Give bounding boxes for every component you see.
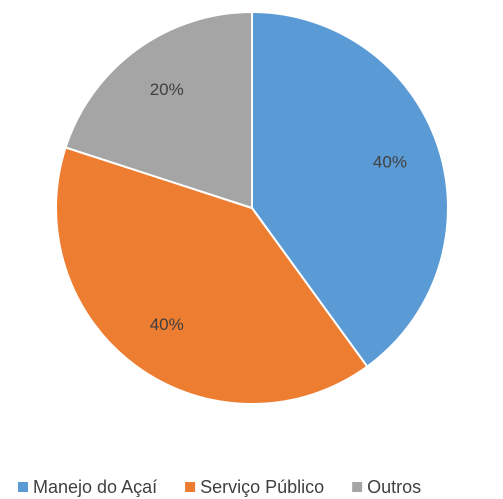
legend-label: Outros	[367, 477, 421, 497]
data-label: 20%	[150, 80, 184, 99]
pie-slice	[55, 146, 369, 405]
legend-label: Manejo do Açaí	[33, 477, 157, 497]
data-label: 40%	[373, 153, 407, 172]
legend-marker	[185, 482, 196, 492]
legend-label: Serviço Público	[200, 477, 324, 497]
pie-slice	[251, 10, 449, 368]
legend-marker	[352, 482, 363, 492]
data-label: 40%	[150, 315, 184, 334]
legend-marker	[18, 482, 28, 492]
pie-slice	[64, 10, 253, 210]
